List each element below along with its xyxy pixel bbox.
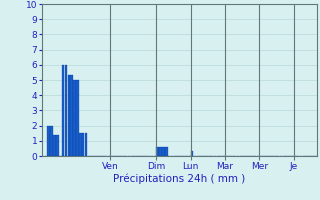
- Bar: [165, 147, 168, 156]
- Bar: [156, 147, 159, 156]
- X-axis label: Précipitations 24h ( mm ): Précipitations 24h ( mm ): [113, 173, 245, 184]
- Bar: [191, 151, 193, 156]
- Bar: [56, 135, 59, 156]
- Bar: [82, 133, 84, 156]
- Bar: [79, 133, 82, 156]
- Bar: [159, 147, 162, 156]
- Bar: [162, 147, 165, 156]
- Bar: [65, 65, 67, 156]
- Bar: [47, 126, 50, 156]
- Bar: [85, 133, 87, 156]
- Bar: [53, 135, 56, 156]
- Bar: [70, 75, 73, 156]
- Bar: [73, 80, 76, 156]
- Bar: [50, 126, 53, 156]
- Bar: [76, 80, 79, 156]
- Bar: [62, 65, 64, 156]
- Bar: [68, 75, 70, 156]
